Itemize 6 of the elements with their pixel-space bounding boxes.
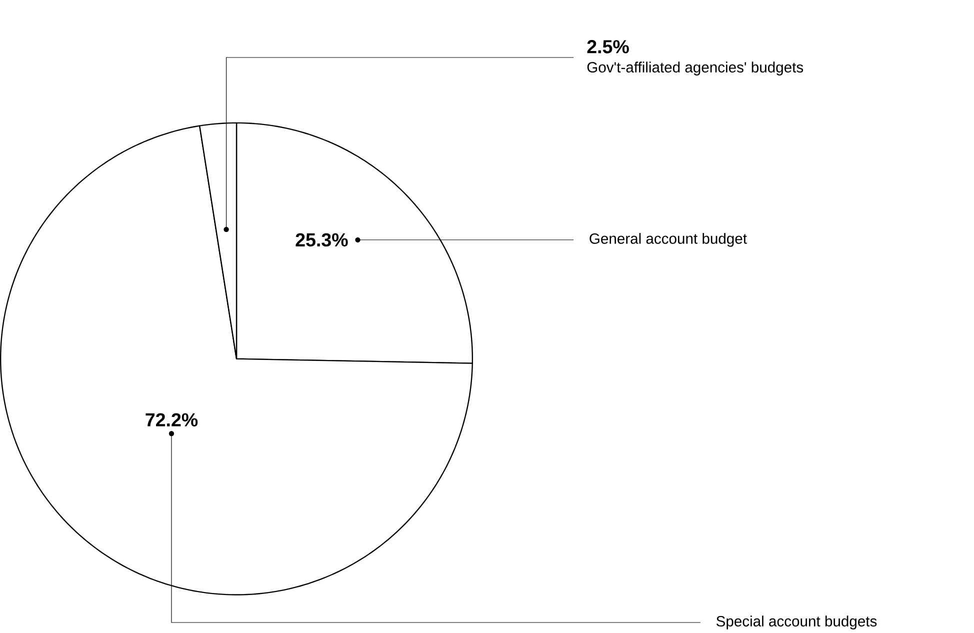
data-label: 25.3% bbox=[296, 233, 348, 247]
data-label: 72.2% bbox=[146, 413, 198, 427]
data-label: 2.5% bbox=[587, 40, 629, 54]
slice-label: Special account budgets bbox=[716, 616, 877, 630]
slice-label: General account budget bbox=[590, 233, 747, 247]
slice-label: Gov't-affiliated agencies' budgets bbox=[587, 62, 804, 76]
